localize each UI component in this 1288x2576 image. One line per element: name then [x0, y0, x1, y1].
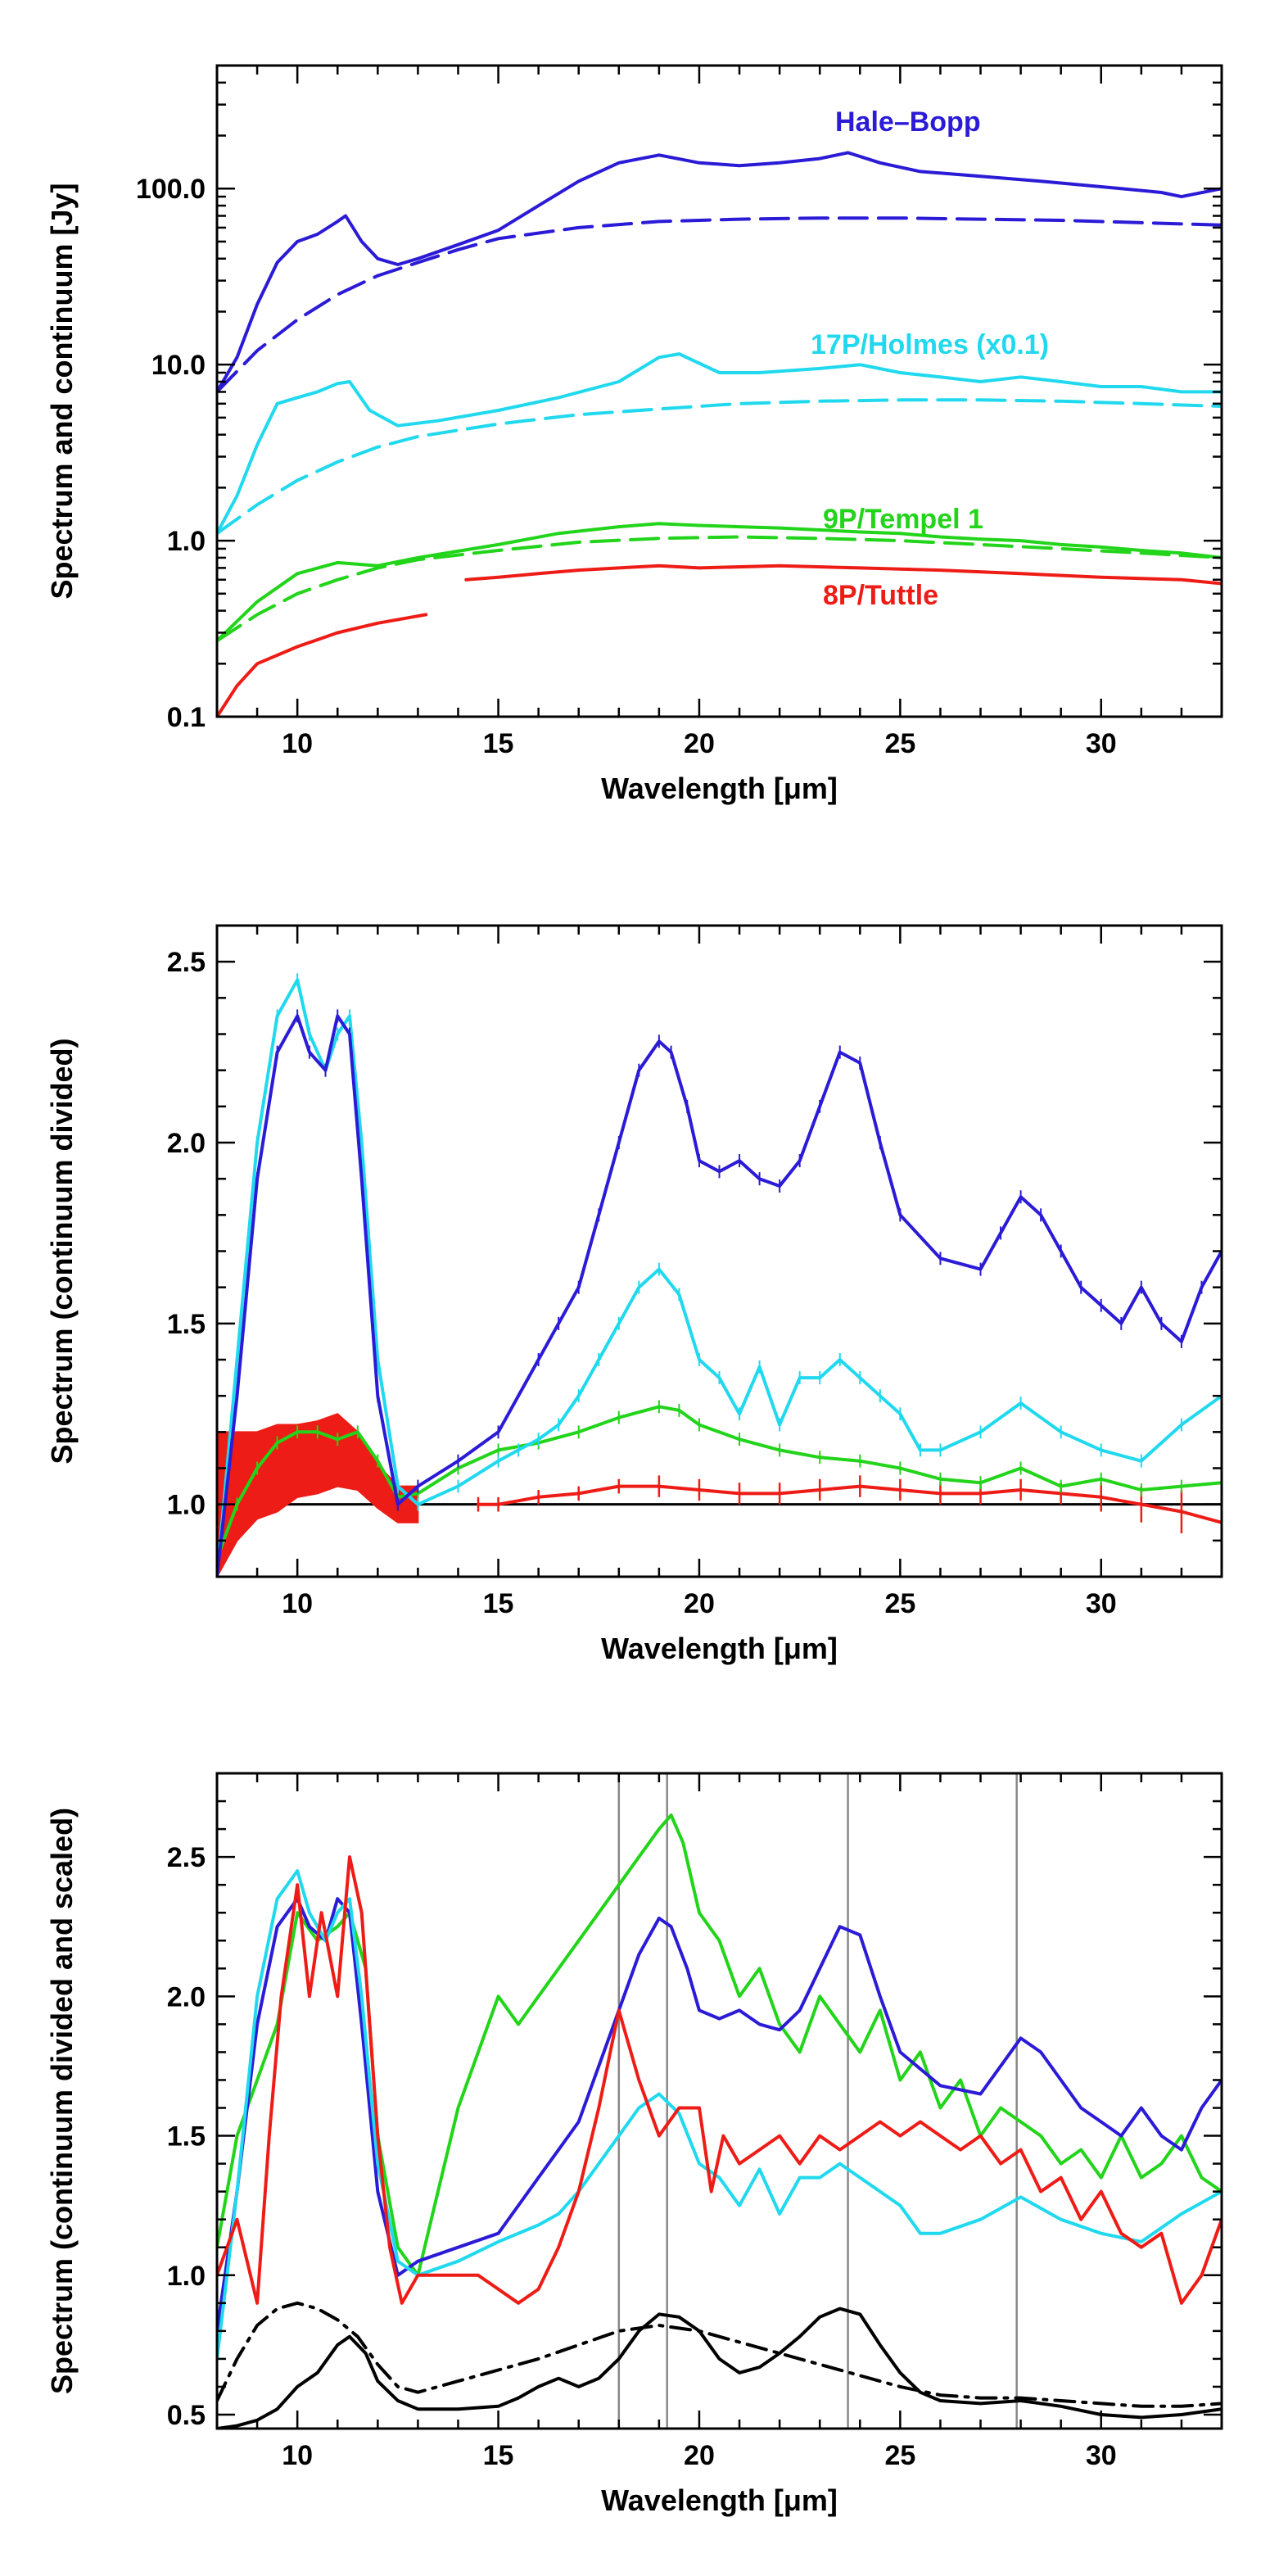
x-tick-label: 30	[1086, 2440, 1117, 2471]
y-tick-label: 1.5	[167, 2121, 206, 2153]
series-line	[217, 522, 1222, 643]
y-tick-label: 0.1	[167, 702, 206, 733]
y-tick-label: 2.0	[167, 1981, 206, 2012]
plot-frame	[215, 1772, 1223, 2430]
panel-bottom: 10 15 20 25 30 0.5 1.0 1.5 2.0 2.5 Wavelength [μm]…	[45, 1772, 1223, 2517]
x-tick-label: 15	[483, 2440, 514, 2471]
x-tick-label: 10	[282, 2440, 313, 2471]
y-tick-label: 1.0	[167, 2261, 206, 2292]
plot-area	[217, 1773, 1222, 2429]
series-line	[217, 1869, 1222, 2361]
y-tick-label: 2.0	[167, 1128, 206, 1159]
x-tick-label: 15	[483, 728, 514, 759]
series-line	[217, 398, 1222, 536]
series-line	[217, 1897, 1222, 2333]
plot-area	[217, 151, 1222, 717]
series-line	[464, 564, 1222, 586]
annotation-hale-bopp: Hale–Bopp	[835, 106, 981, 138]
series-line	[217, 1855, 1222, 2305]
annotation-tempel: 9P/Tempel 1	[823, 504, 983, 535]
x-tick-label: 30	[1086, 1588, 1117, 1619]
x-tick-label: 20	[684, 2440, 715, 2471]
annotation-tuttle: 8P/Tuttle	[823, 580, 938, 611]
y-tick-label: 1.0	[167, 1490, 206, 1521]
y-axis-title: Spectrum (continuum divided)	[45, 1038, 79, 1464]
x-axis-title: Wavelength [μm]	[601, 1632, 838, 1665]
series-line	[217, 1405, 1222, 1560]
series-line	[217, 2307, 1222, 2429]
y-axis-title: Spectrum and continuum [Jy]	[45, 183, 79, 599]
y-tick-label: 2.5	[167, 1842, 206, 1873]
y-tick-label: 100.0	[136, 174, 206, 205]
y-tick-label: 1.0	[167, 526, 206, 557]
series-line	[217, 151, 1222, 394]
y-tick-label: 1.5	[167, 1309, 206, 1340]
x-axis-title: Wavelength [μm]	[601, 2483, 838, 2517]
annotation-holmes: 17P/Holmes (x0.1)	[811, 329, 1049, 360]
series-line	[217, 216, 1222, 394]
series-line	[217, 978, 1222, 1577]
x-tick-label: 10	[282, 1588, 313, 1619]
x-tick-label: 25	[884, 1588, 915, 1619]
y-tick-label: 2.5	[167, 947, 206, 978]
series-line	[217, 613, 428, 717]
plot-area	[217, 973, 1222, 1577]
x-tick-label: 10	[282, 728, 313, 759]
x-tick-label: 25	[884, 728, 915, 759]
x-tick-label: 15	[483, 1588, 514, 1619]
series-line	[217, 2301, 1222, 2408]
y-tick-label: 0.5	[167, 2400, 206, 2431]
x-tick-label: 30	[1086, 728, 1117, 759]
panel-middle: 10 15 20 25 30 1.0 1.5 2.0 2.5 Wavelength [μm] Spe…	[45, 924, 1223, 1665]
x-tick-label: 20	[684, 1588, 715, 1619]
panel-top: Hale–Bopp 17P/Holmes (x0.1) 9P/Tempel 1 …	[45, 64, 1223, 805]
y-tick-label: 10.0	[151, 350, 206, 381]
x-tick-label: 20	[684, 728, 715, 759]
x-axis-title: Wavelength [μm]	[601, 772, 838, 805]
series-line	[217, 535, 1222, 643]
series-line	[477, 1484, 1222, 1524]
y-axis-title: Spectrum (continuum divided and scaled)	[45, 1808, 79, 2394]
series-line	[217, 352, 1222, 536]
x-tick-label: 25	[884, 2440, 915, 2471]
